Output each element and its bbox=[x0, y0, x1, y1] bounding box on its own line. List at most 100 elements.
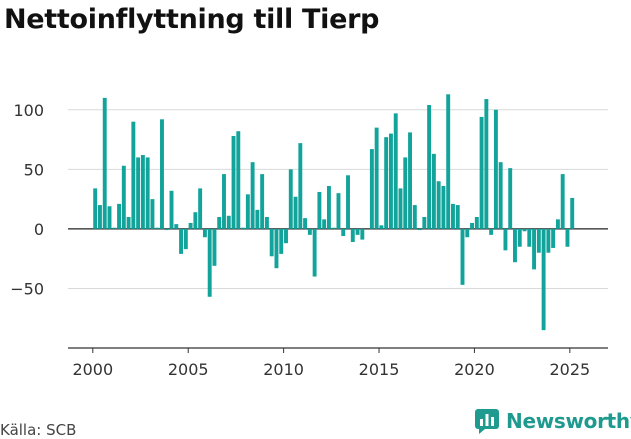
bar bbox=[307, 228, 312, 235]
source-note: Källa: SCB bbox=[0, 421, 77, 439]
bar bbox=[355, 228, 360, 235]
bar bbox=[93, 188, 98, 229]
bar bbox=[322, 219, 327, 229]
bar bbox=[565, 228, 570, 247]
bar bbox=[451, 203, 455, 229]
y-tick-label: 100 bbox=[13, 101, 44, 120]
x-tick-label: 2010 bbox=[263, 360, 304, 379]
bar bbox=[212, 228, 217, 266]
chart-title: Nettoinflyttning till Tierp bbox=[4, 4, 380, 35]
bar bbox=[474, 216, 479, 229]
bar bbox=[226, 215, 231, 229]
bar bbox=[398, 188, 403, 229]
newsworthy-logo[interactable]: Newsworthy bbox=[474, 406, 631, 436]
bar bbox=[341, 228, 346, 237]
newsworthy-logo-text: Newsworthy bbox=[506, 409, 631, 433]
bar bbox=[131, 121, 136, 229]
bar bbox=[417, 228, 422, 231]
bar bbox=[231, 135, 236, 229]
bar bbox=[493, 109, 498, 229]
bar bbox=[431, 153, 436, 229]
x-tick-label: 2015 bbox=[359, 360, 400, 379]
bar bbox=[517, 228, 522, 247]
bar bbox=[326, 186, 331, 229]
x-axis: 2000 2005 2010 2015 2020 2025 bbox=[68, 347, 608, 379]
bar bbox=[346, 175, 350, 229]
bar bbox=[245, 194, 250, 229]
bar bbox=[479, 116, 484, 229]
bar bbox=[570, 197, 575, 229]
bar bbox=[126, 216, 131, 229]
bar bbox=[379, 225, 384, 229]
bar bbox=[436, 181, 441, 229]
y-axis: −50 0 50 100 bbox=[10, 101, 44, 299]
bar bbox=[250, 162, 255, 229]
x-tick-label: 2005 bbox=[168, 360, 209, 379]
bar bbox=[374, 127, 379, 229]
bar bbox=[317, 191, 322, 229]
bar bbox=[527, 228, 532, 247]
bar bbox=[150, 199, 155, 229]
bar bbox=[503, 228, 508, 251]
bar bbox=[551, 228, 556, 248]
bar bbox=[403, 157, 408, 229]
bar bbox=[312, 228, 317, 277]
bar bbox=[121, 165, 126, 229]
bar bbox=[274, 228, 279, 269]
bar bbox=[241, 227, 246, 229]
bar bbox=[179, 228, 184, 254]
bar bbox=[522, 228, 527, 232]
bar bbox=[508, 168, 513, 229]
bar bbox=[112, 227, 117, 229]
bar bbox=[288, 169, 293, 229]
x-tick-label: 2025 bbox=[549, 360, 590, 379]
bar bbox=[412, 205, 417, 229]
x-tick-label: 2020 bbox=[454, 360, 495, 379]
bar bbox=[441, 186, 446, 229]
bar bbox=[489, 228, 494, 235]
bar bbox=[217, 216, 222, 229]
bar bbox=[293, 196, 298, 229]
bar bbox=[188, 222, 193, 229]
bar bbox=[183, 228, 188, 250]
bar bbox=[369, 149, 374, 229]
bar bbox=[388, 133, 393, 229]
newsworthy-logo-icon bbox=[475, 409, 499, 434]
bar bbox=[465, 228, 470, 238]
bar bbox=[260, 174, 265, 229]
bar bbox=[460, 228, 465, 285]
bar bbox=[408, 132, 412, 229]
bar bbox=[513, 228, 517, 263]
bar bbox=[264, 216, 269, 229]
bar bbox=[303, 218, 308, 229]
bar bbox=[560, 174, 565, 229]
y-tick-label: 50 bbox=[24, 160, 44, 179]
bar bbox=[174, 224, 179, 229]
bars bbox=[93, 94, 579, 331]
y-tick-label: 0 bbox=[34, 220, 44, 239]
bar bbox=[336, 193, 341, 229]
bar bbox=[269, 228, 274, 257]
bar bbox=[169, 190, 174, 229]
bar bbox=[446, 94, 451, 229]
bar bbox=[136, 157, 141, 229]
bar bbox=[193, 212, 198, 229]
bar bbox=[470, 222, 475, 229]
bar bbox=[202, 228, 207, 238]
bar bbox=[284, 228, 288, 244]
bar bbox=[107, 206, 112, 229]
bar bbox=[541, 228, 546, 331]
bar bbox=[360, 228, 365, 240]
bar bbox=[393, 113, 398, 229]
bar bbox=[498, 162, 503, 229]
bar bbox=[298, 143, 303, 229]
bar bbox=[455, 205, 460, 229]
bar bbox=[484, 99, 489, 229]
bar bbox=[155, 227, 160, 229]
bar bbox=[164, 228, 169, 231]
bar bbox=[427, 105, 432, 229]
bar bbox=[350, 228, 355, 242]
bar bbox=[555, 219, 560, 229]
bar bbox=[140, 155, 145, 229]
